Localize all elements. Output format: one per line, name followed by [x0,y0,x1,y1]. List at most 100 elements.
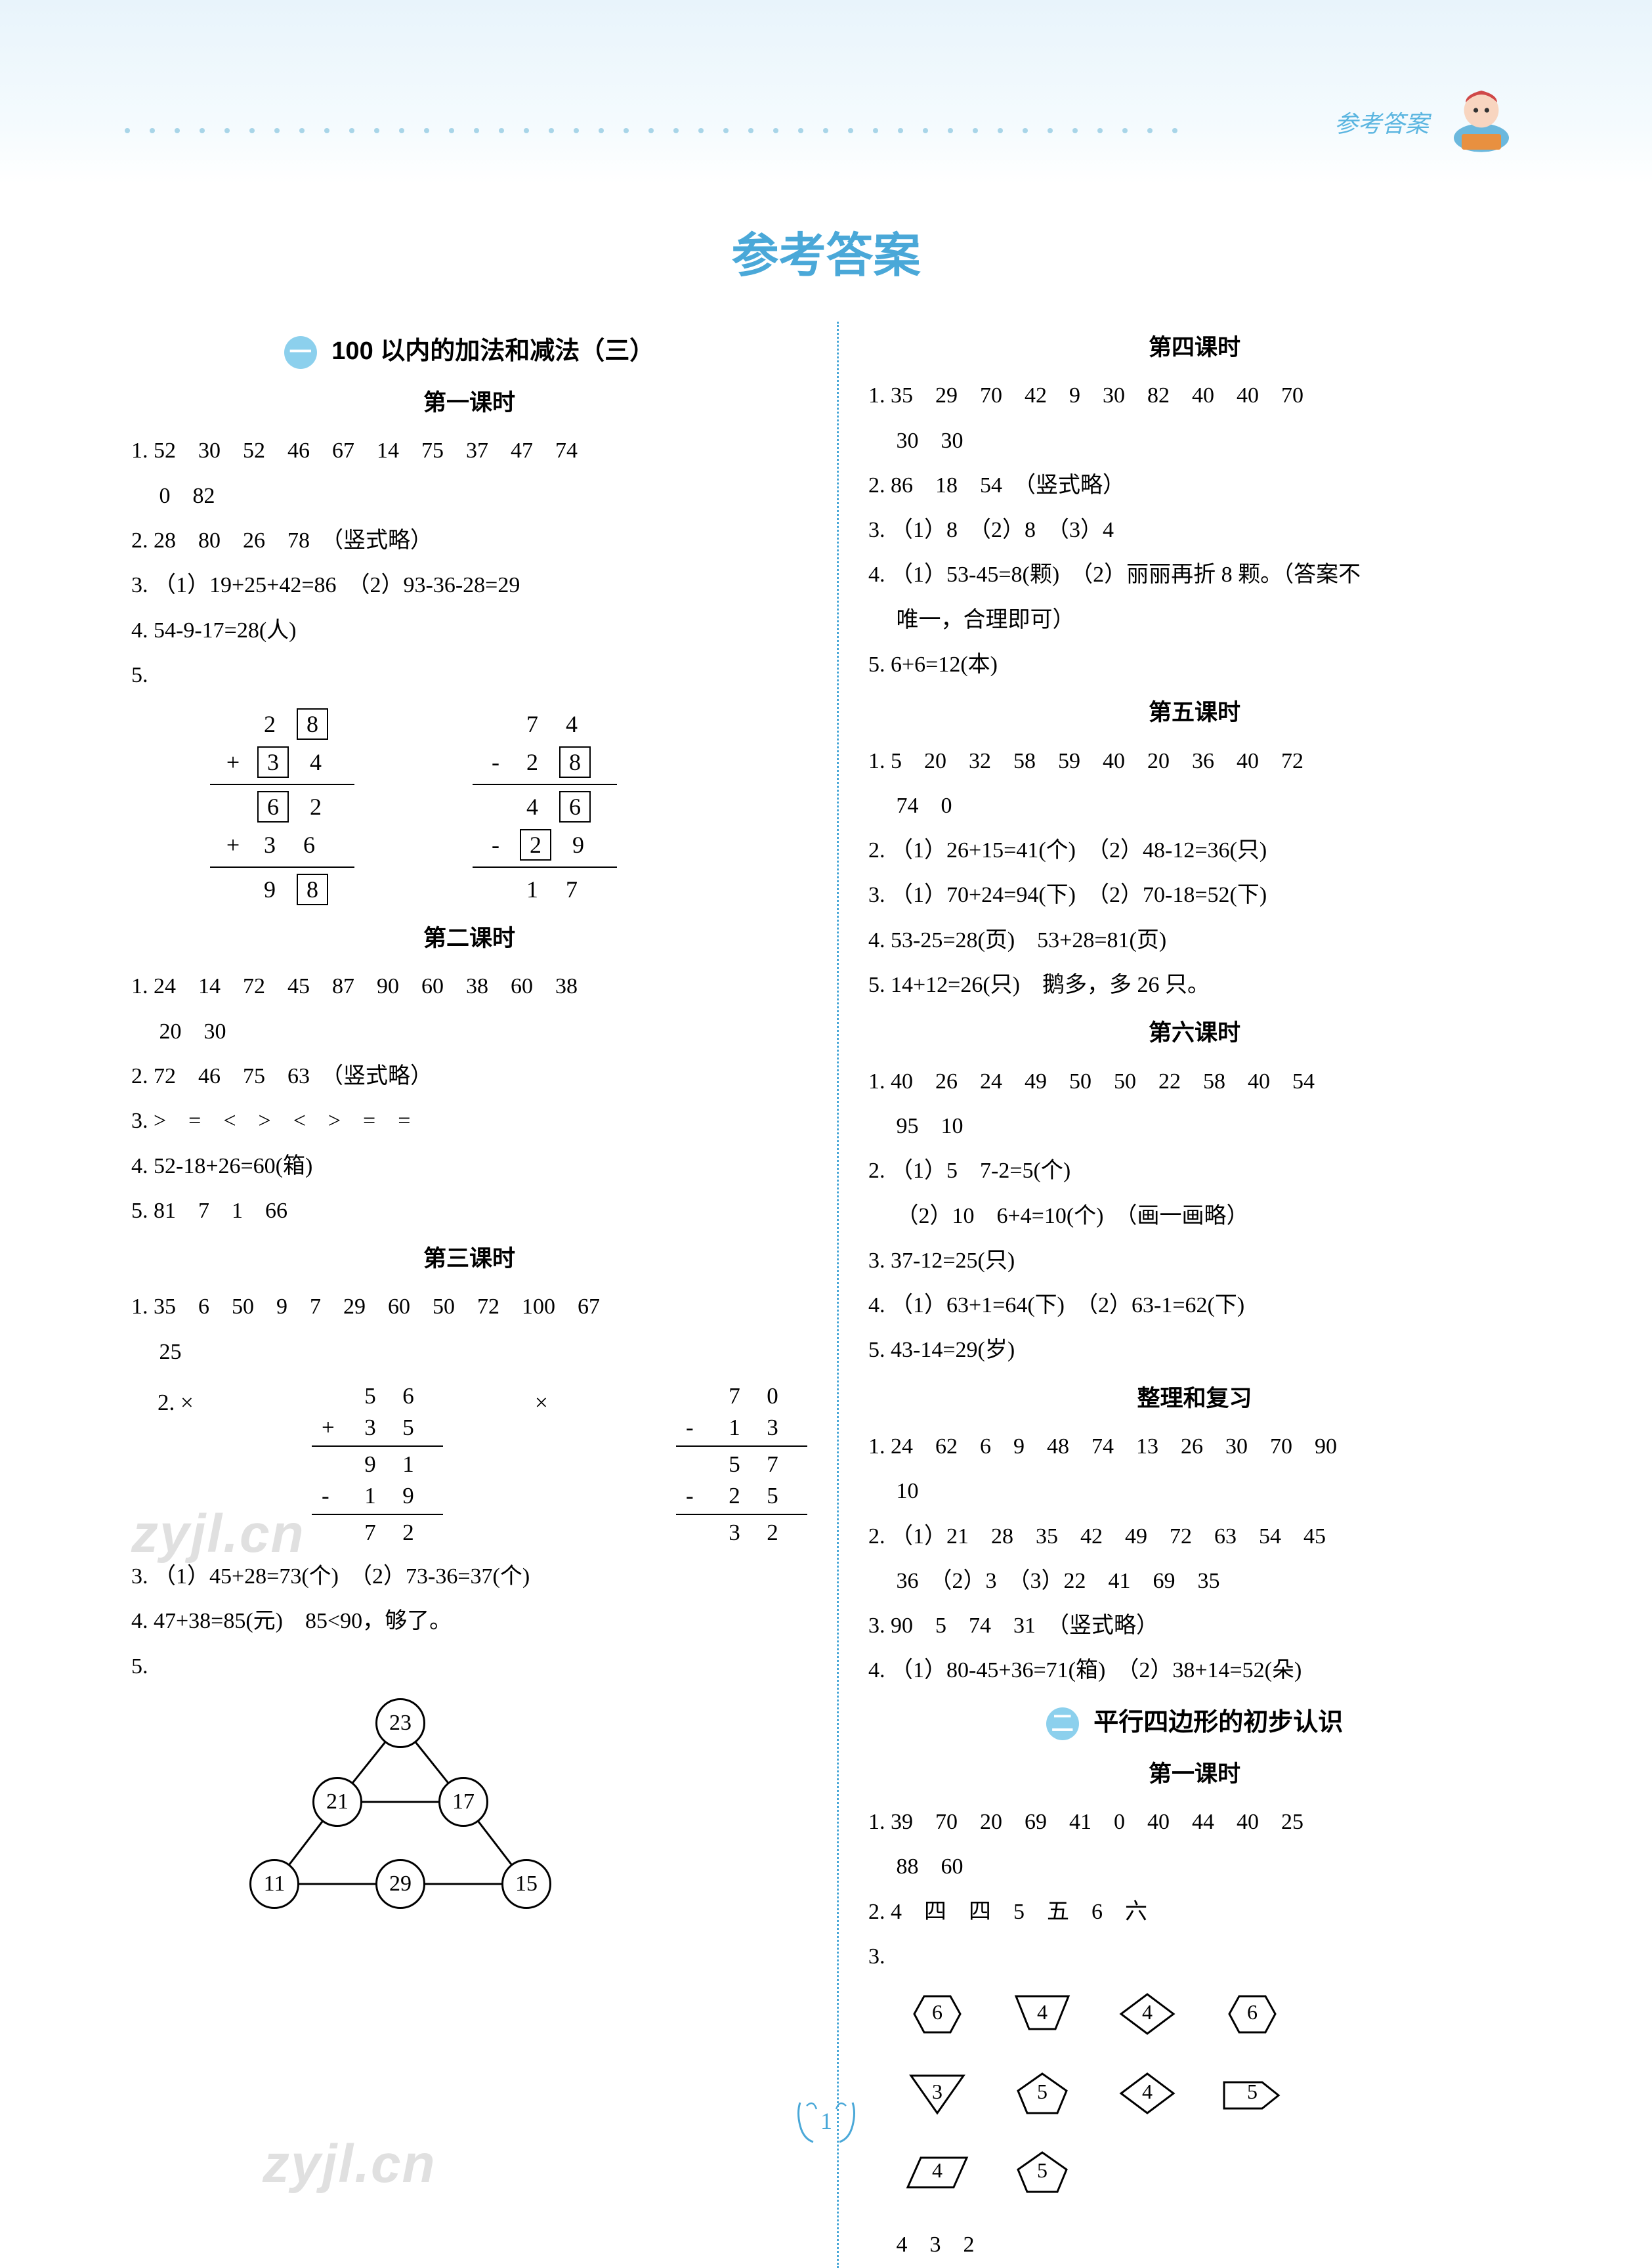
shape-pentagon_arrow: 5 [1216,2066,1288,2137]
answer-line: 4. （1）63+1=64(下) （2）63-1=62(下) [868,1284,1521,1327]
header-label: 参考答案 [1334,105,1429,139]
svg-text:4: 4 [1142,2000,1153,2024]
shapes-row: 6 4 4 6 [901,1986,1521,2057]
shapes-row: 3 5 4 5 [901,2066,1521,2137]
cartoon-icon [1442,79,1521,158]
answer-line: 1. 5 20 32 58 59 40 20 36 40 72 [868,740,1521,783]
vertical-calc-1: 28+3462+3698 74-2846-2917 [197,705,807,909]
left-column: 一 100 以内的加法和减法（三） 第一课时 1. 52 30 52 46 67… [131,322,827,2268]
answer-line: 10 [868,1470,1521,1513]
watermark-2: zyjl.cn [263,2133,436,2195]
answer-line: 5. 14+12=26(只) 鹅多，多 26 只。 [868,964,1521,1007]
answer-line: 36 （2）3 （3）22 41 69 35 [868,1560,1521,1603]
answer-line: 1. 35 6 50 9 7 29 60 50 72 100 67 [131,1285,807,1329]
lesson-3-title: 第三课时 [131,1237,807,1281]
answer-line: 1. 24 14 72 45 87 90 60 38 60 38 [131,965,807,1008]
svg-text:6: 6 [1247,2000,1258,2024]
answer-line: 3. （1）70+24=94(下) （2）70-18=52(下) [868,874,1521,917]
answer-line: 5. [131,654,807,697]
answer-line: 1. 24 62 6 9 48 74 13 26 30 70 90 [868,1425,1521,1468]
answer-line: 95 10 [868,1105,1521,1148]
answer-line: 5. [131,1645,807,1688]
shapes-row: 45 [901,2145,1521,2215]
svg-text:4: 4 [932,2158,942,2182]
lesson-1-title: 第一课时 [131,381,807,425]
section-badge-2: 二 [1046,1707,1079,1740]
svg-text:3: 3 [932,2080,942,2103]
answer-line: 4. 47+38=85(元) 85<90，够了。 [131,1600,807,1643]
triangle-node: 11 [249,1859,299,1909]
triangle-diagram: 232117112915 [249,1698,551,1921]
answer-line: 3. 90 5 74 31 （竖式略） [868,1604,1521,1648]
content-area: 一 100 以内的加法和减法（三） 第一课时 1. 52 30 52 46 67… [131,322,1521,2268]
answer-line: 1. 52 30 52 46 67 14 75 37 47 74 [131,429,807,473]
section-2-text: 平行四边形的初步认识 [1093,1709,1343,1736]
shape-diamond: 4 [1111,1986,1183,2057]
answer-line: 2. （1）21 28 35 42 49 72 63 54 45 [868,1515,1521,1558]
shape-parallelogram: 4 [901,2145,973,2215]
svg-text:4: 4 [1142,2080,1153,2103]
answer-line: 25 [131,1331,807,1374]
answer-line: 1. 35 29 70 42 9 30 82 40 40 70 [868,374,1521,417]
answer-line: 5. 81 7 1 66 [131,1189,807,1233]
svg-text:5: 5 [1037,2080,1048,2103]
section-badge-1: 一 [284,336,317,369]
shape-trapezoid_down: 4 [1006,1986,1078,2057]
answer-line: 3. 37-12=25(只) [868,1239,1521,1283]
shape-hexagon: 6 [1216,1986,1288,2057]
answer-line: 2. 86 18 54 （竖式略） [868,464,1521,507]
answer-line: 3. [868,1935,1521,1979]
answer-line: 3. （1）8 （2）8 （3）4 [868,509,1521,552]
svg-text:5: 5 [1247,2080,1258,2103]
triangle-node: 21 [312,1777,362,1827]
answer-line: 5. 6+6=12(本) [868,643,1521,687]
lesson-4-title: 第四课时 [868,326,1521,370]
header-background [0,0,1652,184]
lesson-5-title: 第五课时 [868,691,1521,735]
triangle-node: 15 [501,1859,551,1909]
page-num: 1 [820,2108,832,2134]
section-1-title: 一 100 以内的加法和减法（三） [131,327,807,375]
answer-line: 2. （1）26+15=41(个) （2）48-12=36(只) [868,829,1521,872]
answer-line: 2. 4 四 四 5 五 6 六 [868,1891,1521,1934]
answer-line: 0 82 [131,475,807,518]
answer-line: 4. 52-18+26=60(箱) [131,1145,807,1188]
main-title: 参考答案 [731,217,920,286]
shape-diamond: 4 [1111,2066,1183,2137]
s2-lesson-1-title: 第一课时 [868,1752,1521,1797]
svg-text:4: 4 [1037,2000,1048,2024]
svg-text:5: 5 [1037,2158,1048,2182]
answer-line: 88 60 [868,1845,1521,1889]
triangle-node: 17 [438,1777,488,1827]
page-number-badge: 1 [790,2093,862,2152]
right-column: 第四课时 1. 35 29 70 42 9 30 82 40 40 70 30 … [849,322,1521,2268]
answer-line: 20 30 [131,1010,807,1054]
answer-line: 4. 54-9-17=28(人) [131,609,807,653]
shape-hexagon: 6 [901,1986,973,2057]
section-1-text: 100 以内的加法和减法（三） [331,337,654,365]
answer-line: 2. 28 80 26 78 （竖式略） [131,519,807,563]
answer-line: 4. 53-25=28(页) 53+28=81(页) [868,919,1521,962]
watermark-1: zyjl.cn [131,1503,305,1565]
lesson-6-title: 第六课时 [868,1011,1521,1056]
answer-line: 1. 40 26 24 49 50 50 22 58 40 54 [868,1060,1521,1103]
answer-line: 2. （1）5 7-2=5(个) [868,1149,1521,1193]
section-2-title: 二 平行四边形的初步认识 [868,1698,1521,1747]
lesson-2-title: 第二课时 [131,916,807,961]
shape-pentagon: 5 [1006,2145,1078,2215]
answer-line: （2）10 6+4=10(个) （画一画略） [868,1195,1521,1238]
column-divider [837,322,839,2268]
triangle-node: 23 [375,1698,425,1748]
answer-line: 唯一，合理即可） [868,599,1521,642]
calc2-prefix2: × [535,1380,561,1549]
answer-line: 1. 39 70 20 69 41 0 40 44 40 25 [868,1801,1521,1844]
answer-line: 2. 72 46 75 63 （竖式略） [131,1055,807,1098]
answer-line: 3. （1）19+25+42=86 （2）93-36-28=29 [131,564,807,607]
answer-line: 30 30 [868,419,1521,463]
review-title: 整理和复习 [868,1377,1521,1421]
answer-line: 74 0 [868,784,1521,828]
shape-triangle_down: 3 [901,2066,973,2137]
answer-line: 4. （1）80-45+36=71(箱) （2）38+14=52(朵) [868,1649,1521,1692]
answer-line: 4 3 2 [868,2223,1521,2267]
decorative-dots [125,128,1177,133]
